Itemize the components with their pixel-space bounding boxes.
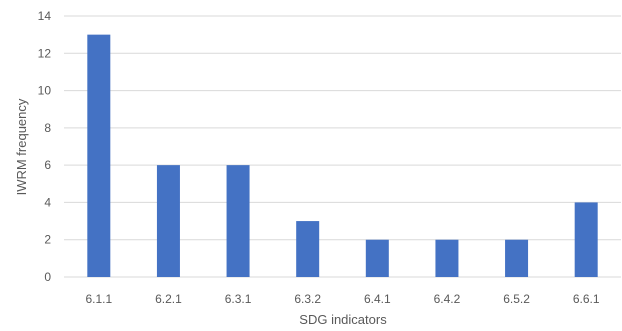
x-tick-label: 6.6.1 bbox=[573, 292, 600, 306]
y-tick-label: 14 bbox=[38, 9, 52, 23]
bar-6.6.1 bbox=[574, 202, 598, 277]
y-tick-label: 10 bbox=[38, 84, 52, 98]
bar-6.5.2 bbox=[505, 239, 529, 277]
x-tick-label: 6.3.1 bbox=[225, 292, 252, 306]
x-tick-label: 6.4.1 bbox=[364, 292, 391, 306]
y-axis-title: IWRM frequency bbox=[14, 98, 29, 195]
y-tick-label: 4 bbox=[44, 195, 51, 209]
x-tick-label: 6.3.2 bbox=[294, 292, 321, 306]
y-tick-label: 2 bbox=[44, 233, 51, 247]
bar-6.4.2 bbox=[435, 239, 459, 277]
bar-6.3.2 bbox=[296, 221, 320, 277]
y-tick-label: 12 bbox=[38, 46, 52, 60]
x-tick-label: 6.1.1 bbox=[85, 292, 112, 306]
x-tick-label: 6.4.2 bbox=[434, 292, 461, 306]
x-tick-label: 6.2.1 bbox=[155, 292, 182, 306]
bar-6.4.1 bbox=[365, 239, 389, 277]
y-tick-label: 6 bbox=[44, 158, 51, 172]
gridlines bbox=[64, 15, 621, 278]
y-tick-labels: 0 2 4 6 8 10 12 14 bbox=[38, 9, 52, 284]
x-tick-labels: 6.1.1 6.2.1 6.3.1 6.3.2 6.4.1 6.4.2 6.5.2 6.6.1 bbox=[85, 292, 599, 306]
bar-6.2.1 bbox=[156, 165, 180, 277]
bar-6.1.1 bbox=[87, 34, 111, 278]
bars bbox=[87, 34, 598, 278]
x-axis-title: SDG indicators bbox=[299, 312, 387, 327]
bar-6.3.1 bbox=[226, 165, 250, 277]
y-tick-label: 8 bbox=[44, 121, 51, 135]
y-tick-label: 0 bbox=[44, 270, 51, 284]
x-tick-label: 6.5.2 bbox=[503, 292, 530, 306]
